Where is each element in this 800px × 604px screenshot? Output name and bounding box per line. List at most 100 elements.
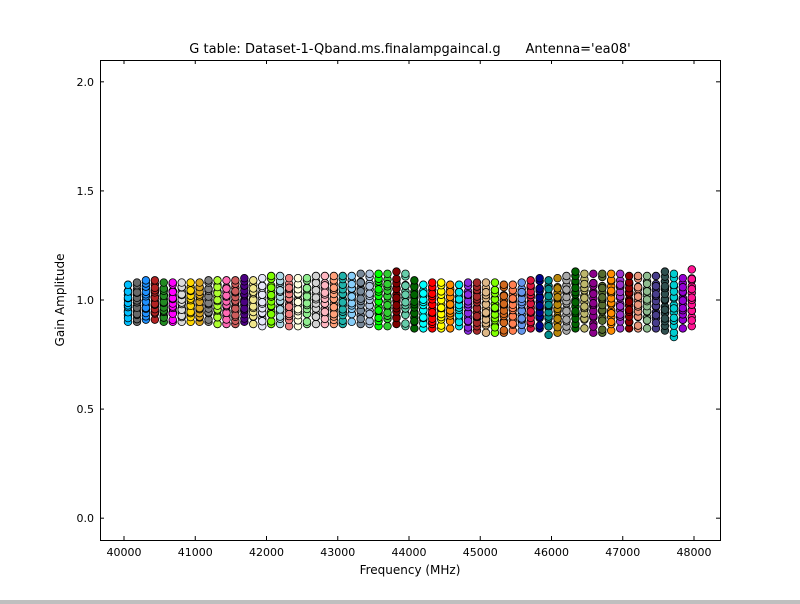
series-column bbox=[598, 269, 607, 337]
y-tick-label: 2.0 bbox=[77, 76, 95, 89]
data-point bbox=[338, 305, 347, 314]
data-point bbox=[213, 295, 222, 305]
data-point bbox=[544, 276, 553, 285]
data-point bbox=[222, 276, 231, 285]
data-point bbox=[383, 269, 392, 279]
data-point bbox=[240, 273, 249, 283]
data-point bbox=[401, 269, 410, 279]
series-column bbox=[633, 271, 643, 333]
data-point bbox=[589, 289, 598, 299]
data-point bbox=[428, 308, 437, 317]
series-column bbox=[311, 271, 321, 329]
series-column bbox=[275, 271, 285, 329]
data-point bbox=[589, 322, 598, 331]
data-point bbox=[454, 295, 464, 304]
data-point bbox=[374, 313, 383, 323]
data-point bbox=[481, 278, 491, 287]
data-point bbox=[302, 283, 312, 293]
series-column bbox=[589, 269, 598, 337]
data-point bbox=[535, 301, 544, 310]
data-point bbox=[222, 291, 231, 300]
data-point bbox=[132, 278, 142, 287]
data-point bbox=[275, 305, 285, 314]
data-point bbox=[365, 282, 374, 291]
series-column bbox=[329, 271, 339, 329]
data-point bbox=[258, 297, 267, 307]
data-point bbox=[642, 287, 652, 296]
data-point bbox=[249, 284, 258, 293]
series-column bbox=[553, 273, 562, 337]
data-point bbox=[383, 279, 392, 289]
data-point bbox=[347, 292, 356, 301]
data-point bbox=[258, 317, 267, 326]
data-point bbox=[526, 307, 535, 316]
series-column bbox=[419, 280, 428, 333]
data-point bbox=[499, 326, 509, 335]
data-point bbox=[571, 267, 580, 276]
x-tick-label: 46000 bbox=[534, 546, 569, 559]
data-point bbox=[454, 280, 464, 289]
series-column bbox=[258, 273, 267, 331]
data-point bbox=[293, 305, 303, 314]
data-point bbox=[598, 269, 607, 279]
data-point bbox=[598, 325, 607, 334]
data-point bbox=[490, 303, 500, 312]
x-tick-label: 45000 bbox=[463, 546, 498, 559]
data-point bbox=[347, 271, 356, 281]
series-column bbox=[508, 280, 518, 335]
series-column bbox=[267, 271, 276, 329]
series-column bbox=[392, 267, 401, 329]
data-point bbox=[472, 278, 482, 287]
data-point bbox=[258, 281, 267, 291]
data-point bbox=[553, 293, 562, 302]
data-point bbox=[311, 271, 321, 281]
data-point bbox=[275, 312, 285, 321]
series-column bbox=[240, 273, 249, 327]
data-point bbox=[231, 287, 240, 296]
data-point bbox=[651, 318, 661, 328]
data-point bbox=[311, 278, 321, 288]
series-column bbox=[445, 280, 455, 333]
data-point bbox=[481, 308, 491, 317]
series-column bbox=[490, 278, 500, 337]
data-point bbox=[615, 324, 625, 333]
data-point bbox=[535, 273, 544, 283]
data-point bbox=[651, 281, 661, 291]
series-column bbox=[642, 271, 652, 333]
data-point bbox=[544, 330, 553, 340]
data-point bbox=[428, 278, 437, 287]
data-point bbox=[562, 315, 571, 324]
data-point bbox=[186, 278, 195, 287]
x-tick-label: 44000 bbox=[392, 546, 427, 559]
data-point bbox=[490, 285, 500, 295]
data-point bbox=[589, 269, 598, 279]
data-point bbox=[329, 271, 339, 281]
data-point bbox=[499, 291, 509, 301]
series-column bbox=[580, 269, 589, 333]
data-point bbox=[580, 269, 589, 279]
data-point bbox=[150, 276, 160, 285]
data-point bbox=[392, 267, 401, 276]
data-point bbox=[678, 324, 688, 333]
series-column bbox=[222, 276, 231, 329]
x-tick-label: 40000 bbox=[107, 546, 142, 559]
data-point bbox=[231, 276, 240, 285]
data-point bbox=[517, 287, 526, 297]
data-point bbox=[687, 316, 696, 325]
series-column bbox=[141, 276, 151, 324]
data-point bbox=[633, 271, 643, 281]
series-column bbox=[365, 269, 374, 329]
data-point bbox=[544, 291, 553, 301]
x-axis-label: Frequency (MHz) bbox=[360, 563, 461, 577]
data-point bbox=[365, 269, 374, 279]
data-point bbox=[633, 300, 643, 309]
data-point bbox=[607, 269, 616, 279]
data-point bbox=[419, 280, 428, 289]
data-point bbox=[275, 286, 285, 295]
data-point bbox=[392, 274, 401, 284]
data-point bbox=[589, 299, 598, 308]
data-point bbox=[123, 280, 133, 289]
data-point bbox=[517, 314, 526, 323]
data-point bbox=[401, 290, 410, 299]
x-tick-label: 48000 bbox=[676, 546, 711, 559]
